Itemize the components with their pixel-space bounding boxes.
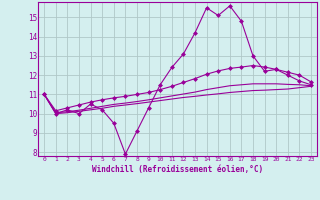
X-axis label: Windchill (Refroidissement éolien,°C): Windchill (Refroidissement éolien,°C) [92, 165, 263, 174]
